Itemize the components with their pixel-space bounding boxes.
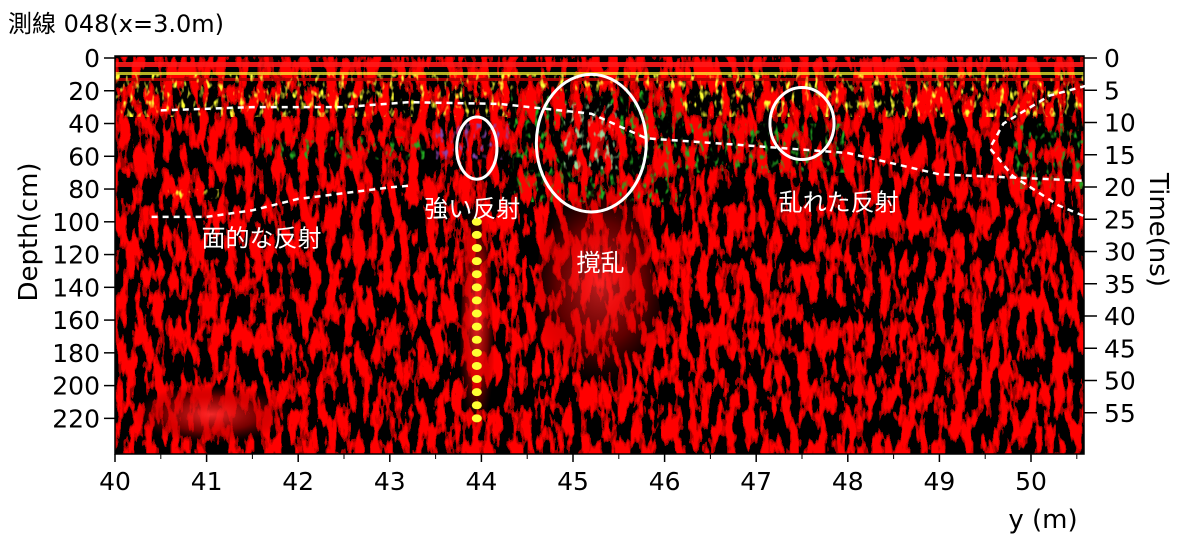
annotation-label: 面的な反射 xyxy=(202,224,322,252)
chart-title: 測線 048(x=3.0m) xyxy=(8,10,224,38)
annotation-dashed-line xyxy=(151,184,409,219)
hyperbola-point xyxy=(471,401,482,410)
depth-tick-label: 100 xyxy=(52,208,100,237)
disturbance-zone xyxy=(527,180,674,386)
time-tick-label: 20 xyxy=(1104,173,1136,202)
y2-axis-title: Time(ns) xyxy=(1143,172,1173,287)
time-tick-label: 55 xyxy=(1104,399,1136,428)
time-tick-label: 15 xyxy=(1104,141,1136,170)
speckle-zone xyxy=(655,123,848,173)
hyperbola-point xyxy=(471,375,482,384)
time-tick-label: 30 xyxy=(1104,238,1136,267)
depth-tick-label: 160 xyxy=(52,306,100,335)
hyperbola-point xyxy=(471,217,482,226)
hyperbola-point xyxy=(471,296,482,305)
hyperbola-point xyxy=(471,361,482,370)
surface-reflection xyxy=(115,72,1084,75)
time-tick-label: 35 xyxy=(1104,270,1136,299)
x-tick-label: 43 xyxy=(374,467,406,496)
x-tick-label: 41 xyxy=(191,467,223,496)
reflection-features xyxy=(115,62,1084,443)
depth-tick-label: 40 xyxy=(68,110,100,139)
hyperbola-point xyxy=(471,257,482,266)
depth-tick-label: 180 xyxy=(52,339,100,368)
depth-tick-label: 120 xyxy=(52,241,100,270)
y-axis-title: Depth(cm) xyxy=(14,162,44,301)
x-tick-label: 47 xyxy=(740,467,772,496)
annotation-circle xyxy=(455,115,499,181)
time-tick-label: 25 xyxy=(1104,205,1136,234)
speckle-zone xyxy=(160,189,225,199)
x-tick-label: 40 xyxy=(99,467,131,496)
x-tick-label: 44 xyxy=(465,467,497,496)
x-tick-label: 49 xyxy=(923,467,955,496)
x-tick-label: 50 xyxy=(1015,467,1047,496)
annotation-label: 乱れた反射 xyxy=(779,188,899,216)
hyperbola-point xyxy=(471,270,482,279)
hyperbola-point xyxy=(471,348,482,357)
annotation-label: 強い反射 xyxy=(424,195,520,223)
annotation-dashed-line xyxy=(988,84,1087,219)
x-tick-label: 46 xyxy=(649,467,681,496)
depth-tick-label: 60 xyxy=(68,142,100,171)
strong-reflection-speckles xyxy=(115,74,1084,203)
depth-tick-label: 80 xyxy=(68,175,100,204)
x-axis-title: y (m) xyxy=(1008,505,1077,535)
hyperbola-point xyxy=(471,244,482,253)
time-tick-label: 10 xyxy=(1104,109,1136,138)
surface-reflection xyxy=(115,62,1084,67)
deep-reflection xyxy=(133,385,290,443)
depth-tick-label: 0 xyxy=(84,44,100,73)
axes: 40 41 42 43 44 45 46 47 48 49 50020406080100120140… xyxy=(52,44,1136,496)
radargram-image xyxy=(115,56,1084,454)
time-tick-label: 50 xyxy=(1104,367,1136,396)
time-tick-label: 45 xyxy=(1104,334,1136,363)
depth-tick-label: 200 xyxy=(52,372,100,401)
time-tick-label: 5 xyxy=(1104,76,1120,105)
hyperbola-point xyxy=(471,335,482,344)
x-tick-label: 42 xyxy=(282,467,314,496)
depth-tick-label: 140 xyxy=(52,273,100,302)
time-tick-label: 0 xyxy=(1104,44,1120,73)
hyperbola-point xyxy=(471,414,482,423)
annotation-dashed-line xyxy=(160,100,1087,183)
x-tick-label: 48 xyxy=(832,467,864,496)
annotation-label: 撹乱 xyxy=(576,249,624,277)
hyperbola-point xyxy=(471,388,482,397)
depth-tick-label: 20 xyxy=(68,77,100,106)
speckle-zone xyxy=(261,136,427,160)
hyperbola-point xyxy=(471,283,482,292)
x-tick-label: 45 xyxy=(557,467,589,496)
annotation-circle xyxy=(534,72,648,214)
hyperbola-point xyxy=(471,322,482,331)
depth-tick-label: 220 xyxy=(52,404,100,433)
hyperbola-point xyxy=(471,230,482,239)
annotation-circle xyxy=(768,85,836,162)
hyperbola-point xyxy=(471,309,482,318)
time-tick-label: 40 xyxy=(1104,302,1136,331)
